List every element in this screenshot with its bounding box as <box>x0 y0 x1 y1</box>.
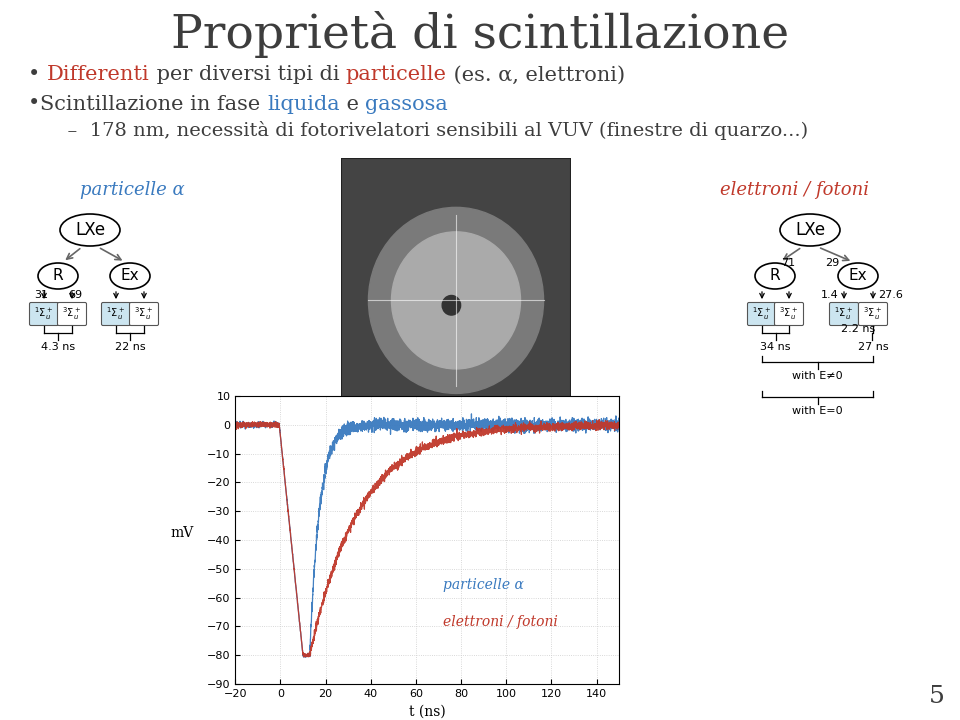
Text: particelle: particelle <box>346 66 446 84</box>
Text: $^3\Sigma_u^+$: $^3\Sigma_u^+$ <box>134 305 154 323</box>
FancyBboxPatch shape <box>829 302 858 325</box>
Text: 29: 29 <box>825 258 839 268</box>
Ellipse shape <box>755 263 795 289</box>
Text: particelle α: particelle α <box>80 181 184 199</box>
Text: Differenti: Differenti <box>47 66 150 84</box>
Text: LXe: LXe <box>75 221 105 239</box>
Text: (es. α, elettroni): (es. α, elettroni) <box>446 66 625 84</box>
Text: e: e <box>340 94 366 114</box>
Text: R: R <box>53 269 63 284</box>
Text: $^3\Sigma_u^+$: $^3\Sigma_u^+$ <box>780 305 799 323</box>
Text: •: • <box>28 94 40 114</box>
FancyBboxPatch shape <box>858 302 887 325</box>
Text: LXe: LXe <box>795 221 825 239</box>
X-axis label: t (ns): t (ns) <box>409 704 445 719</box>
FancyBboxPatch shape <box>102 302 131 325</box>
Text: 27 ns: 27 ns <box>857 342 888 352</box>
Text: per diversi tipi di: per diversi tipi di <box>150 66 346 84</box>
Ellipse shape <box>110 263 150 289</box>
Text: •: • <box>28 66 47 84</box>
Ellipse shape <box>38 263 78 289</box>
Text: particelle α: particelle α <box>443 578 524 592</box>
Ellipse shape <box>60 214 120 246</box>
Text: $^1\Sigma_u^+$: $^1\Sigma_u^+$ <box>834 305 853 323</box>
Text: $^1\Sigma_u^+$: $^1\Sigma_u^+$ <box>35 305 54 323</box>
Text: $^1\Sigma_u^+$: $^1\Sigma_u^+$ <box>753 305 772 323</box>
Text: Ex: Ex <box>849 269 867 284</box>
Circle shape <box>392 232 520 369</box>
Text: $^1\Sigma_u^+$: $^1\Sigma_u^+$ <box>107 305 126 323</box>
Text: 1.4: 1.4 <box>821 290 839 300</box>
Text: 5: 5 <box>929 685 945 708</box>
Text: gassosa: gassosa <box>366 94 448 114</box>
Ellipse shape <box>838 263 878 289</box>
Text: 34 ns: 34 ns <box>760 342 791 352</box>
FancyBboxPatch shape <box>748 302 777 325</box>
FancyBboxPatch shape <box>58 302 86 325</box>
Text: $^3\Sigma_u^+$: $^3\Sigma_u^+$ <box>863 305 882 323</box>
Text: elettroni / fotoni: elettroni / fotoni <box>443 616 558 629</box>
Text: 31: 31 <box>34 290 48 300</box>
Text: Ex: Ex <box>121 269 139 284</box>
Text: with E=0: with E=0 <box>792 406 843 416</box>
Text: elettroni / fotoni: elettroni / fotoni <box>720 181 869 199</box>
Text: 27.6: 27.6 <box>878 290 902 300</box>
Ellipse shape <box>780 214 840 246</box>
Y-axis label: mV: mV <box>170 526 194 540</box>
Text: $^3\Sigma_u^+$: $^3\Sigma_u^+$ <box>62 305 82 323</box>
Text: 4.3 ns: 4.3 ns <box>41 342 75 352</box>
Text: 22 ns: 22 ns <box>114 342 145 352</box>
Circle shape <box>443 295 461 315</box>
Text: 71: 71 <box>780 258 795 268</box>
FancyBboxPatch shape <box>775 302 804 325</box>
Text: R: R <box>770 269 780 284</box>
Text: 2.2 ns: 2.2 ns <box>841 324 876 334</box>
FancyBboxPatch shape <box>30 302 59 325</box>
FancyBboxPatch shape <box>130 302 158 325</box>
Text: –  178 nm, necessità di fotorivelatori sensibili al VUV (finestre di quarzo...): – 178 nm, necessità di fotorivelatori se… <box>55 122 808 140</box>
Circle shape <box>369 207 543 393</box>
Text: Scintillazione in fase: Scintillazione in fase <box>40 94 267 114</box>
Text: 69: 69 <box>68 290 82 300</box>
Text: with E≠0: with E≠0 <box>792 371 843 381</box>
Text: Proprietà di scintillazione: Proprietà di scintillazione <box>171 12 789 58</box>
Text: liquida: liquida <box>267 94 340 114</box>
